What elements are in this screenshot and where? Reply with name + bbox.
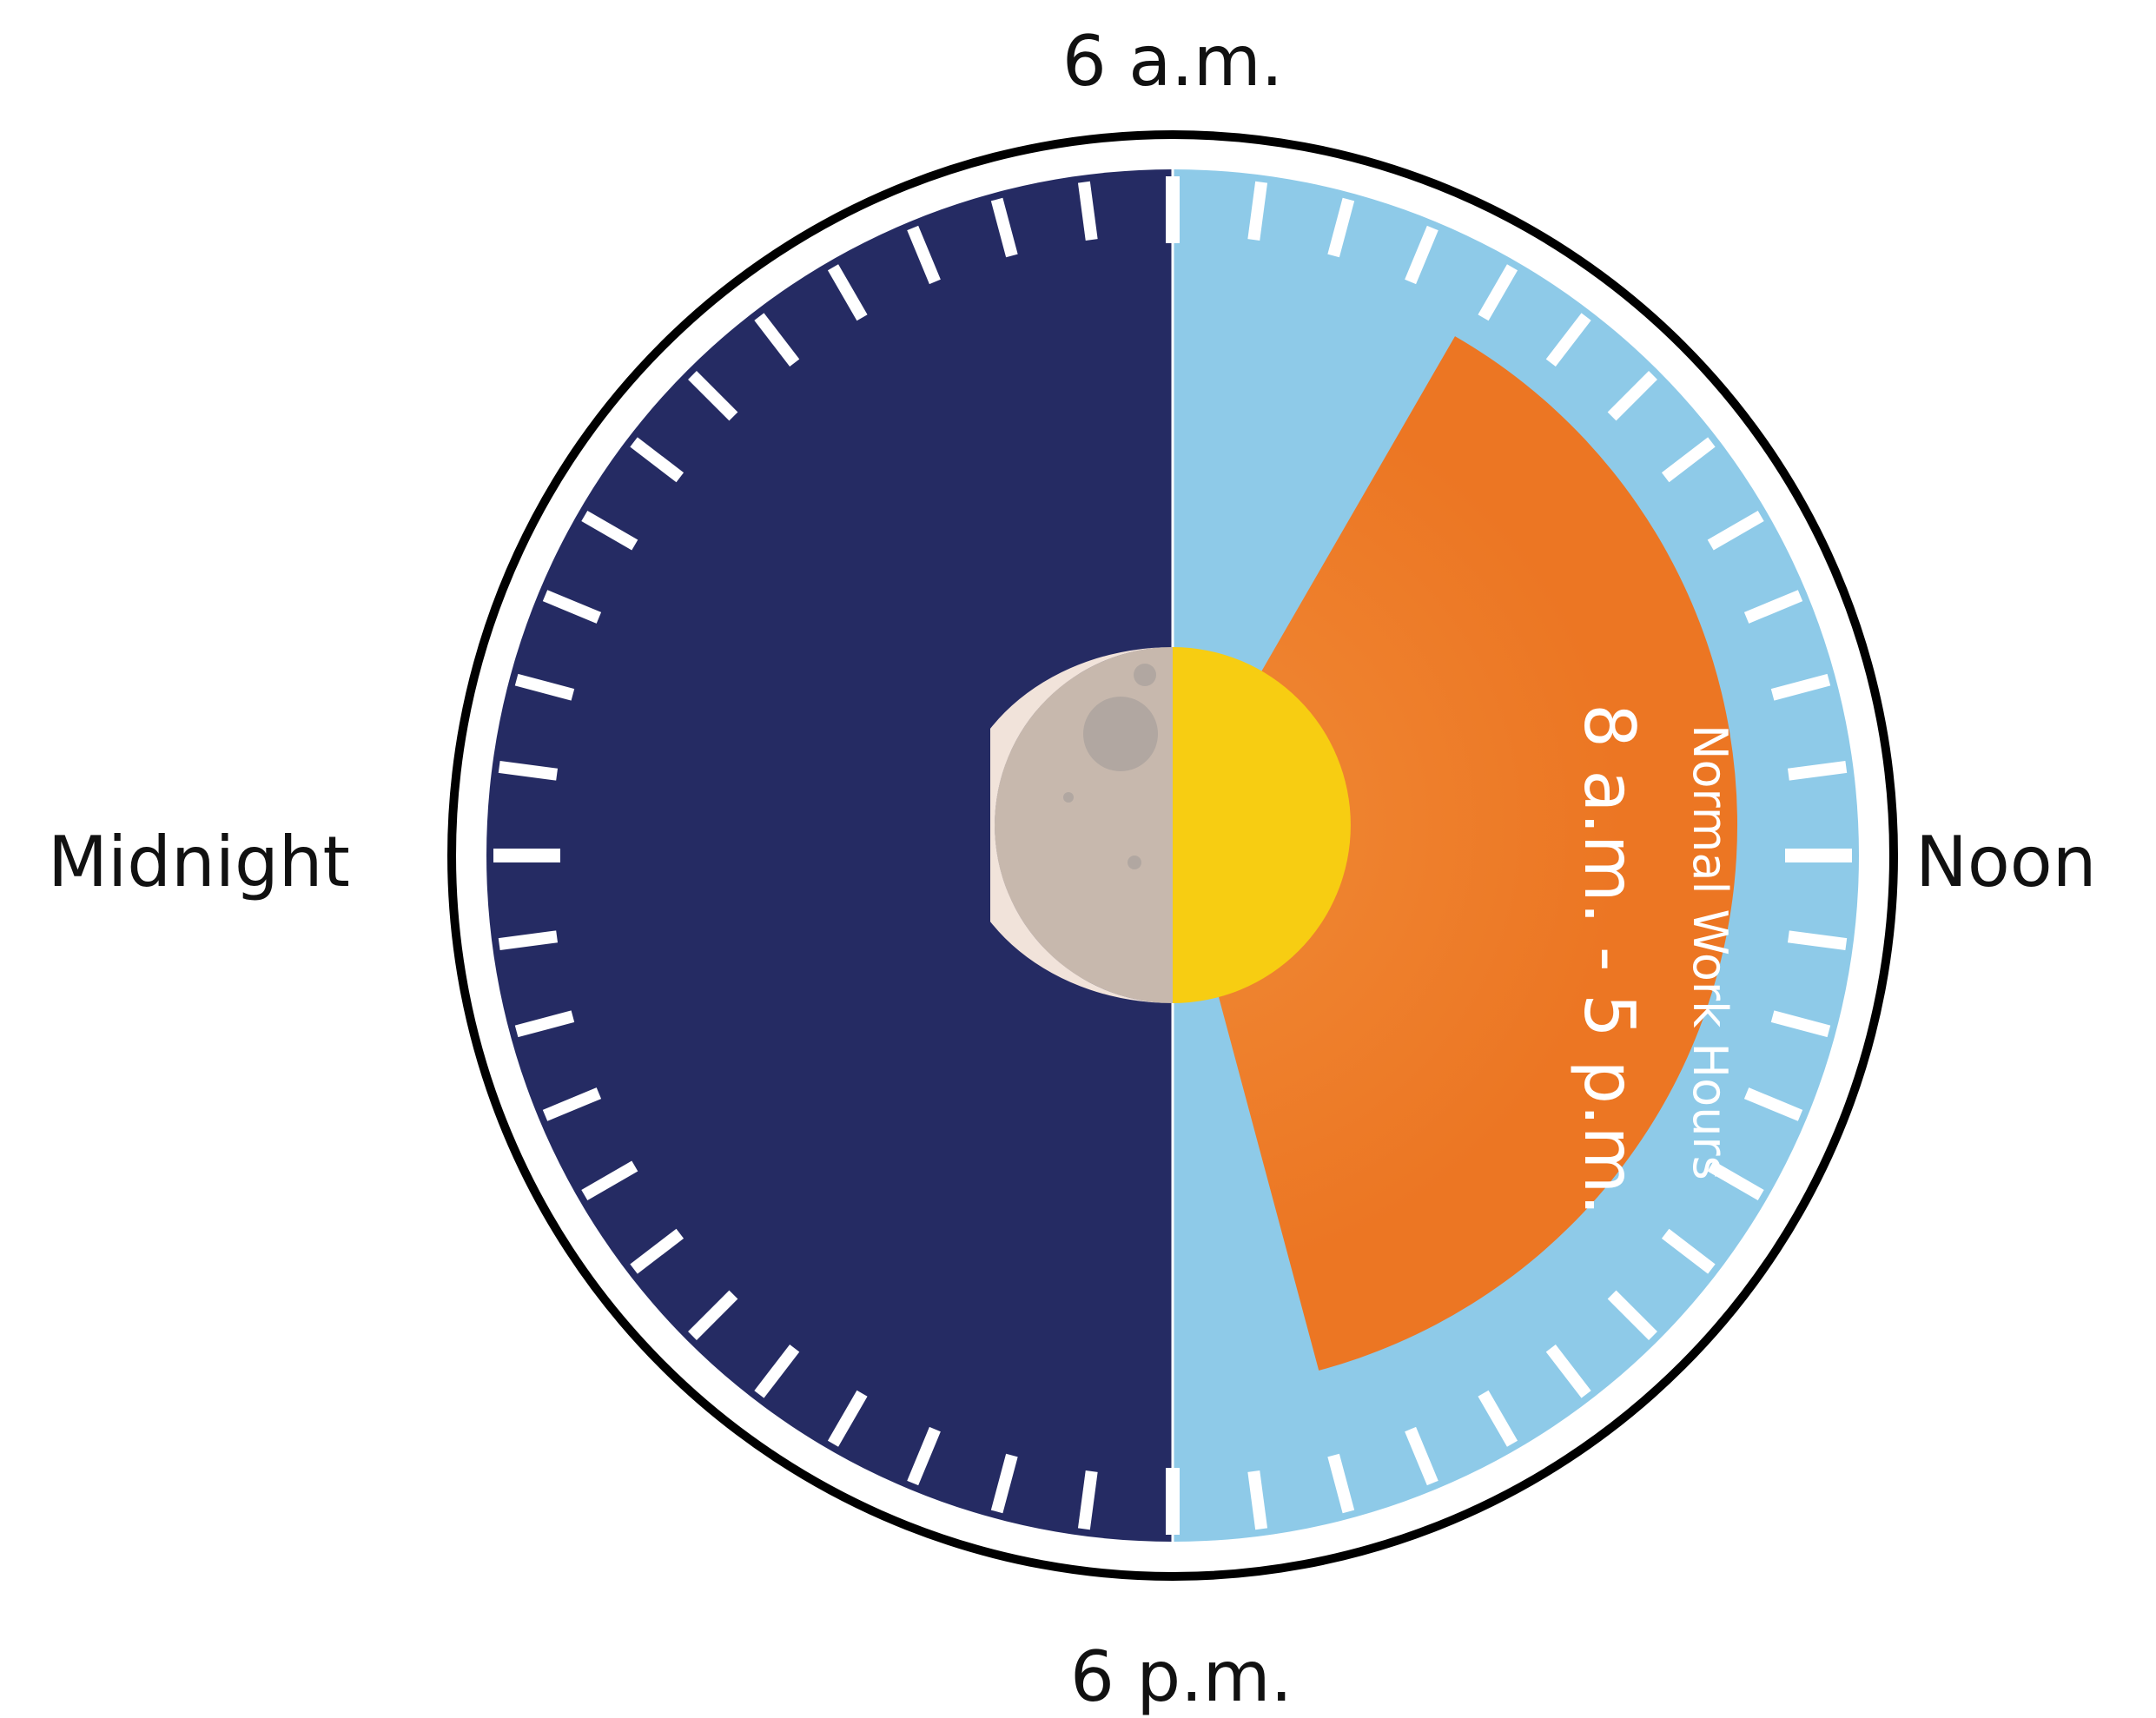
hour-tick [1084,1471,1092,1529]
hour-tick [1789,767,1846,775]
hour-tick [1789,936,1846,944]
hour-tick [1253,182,1261,240]
label-noon: Noon [1915,822,2096,902]
work-hours-title: Normal Work Hours [1683,724,1737,1180]
label-6am: 6 a.m. [1062,21,1283,102]
hour-tick [1084,182,1092,240]
work-hours-range: 8 a.m. - 5 p.m. [1569,704,1650,1216]
hour-tick [1253,1471,1261,1529]
label-midnight: Midnight [48,822,350,902]
hour-tick [499,767,557,775]
label-6pm: 6 p.m. [1070,1636,1293,1717]
hour-tick [499,936,557,944]
